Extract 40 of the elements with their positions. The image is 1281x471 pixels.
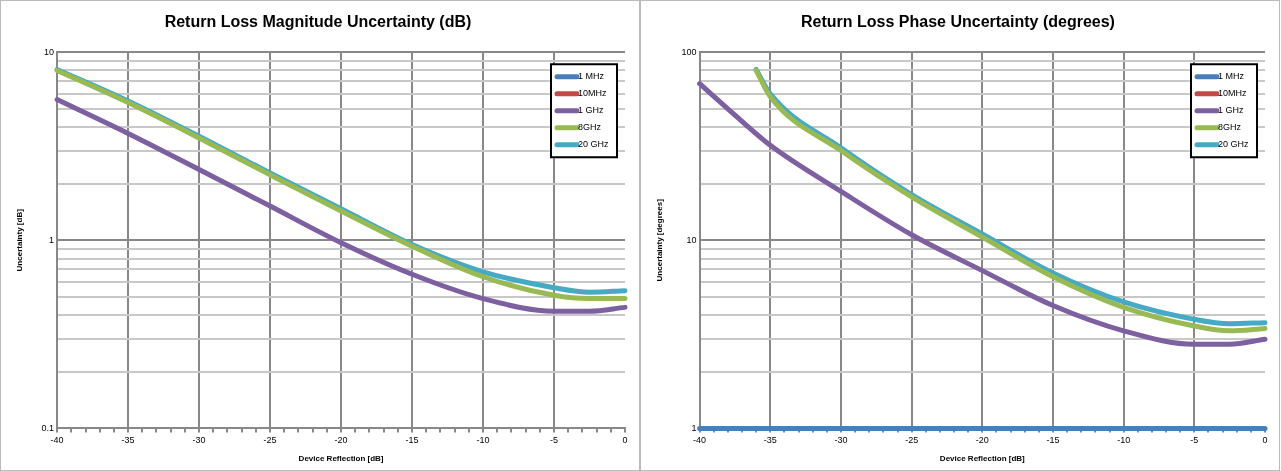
x-axis-title: Device Reflection [dB] bbox=[939, 454, 1026, 464]
legend-label: 1 MHz bbox=[1218, 71, 1245, 82]
y-tick-label: 1 bbox=[49, 234, 55, 245]
legend-label: 1 GHz bbox=[1218, 105, 1245, 116]
legend-label: 20 GHz bbox=[1218, 139, 1250, 150]
x-tick-label: -25 bbox=[263, 435, 277, 446]
x-tick-label: -10 bbox=[1117, 435, 1131, 446]
x-tick-label: -30 bbox=[192, 435, 206, 446]
legend-label: 20 GHz bbox=[578, 139, 610, 150]
x-tick-label: 0 bbox=[622, 435, 628, 446]
chart-title: Return Loss Phase Uncertainty (degrees) bbox=[801, 13, 1115, 31]
legend-label: 8GHz bbox=[578, 122, 602, 133]
x-tick-label: -20 bbox=[975, 435, 989, 446]
legend-label: 10MHz bbox=[1218, 88, 1248, 99]
x-tick-label: -40 bbox=[50, 435, 64, 446]
chart-title: Return Loss Magnitude Uncertainty (dB) bbox=[164, 13, 472, 31]
x-tick-label: -15 bbox=[1046, 435, 1060, 446]
y-tick-label: 100 bbox=[681, 46, 697, 57]
y-tick-label: 0.1 bbox=[41, 422, 55, 433]
x-tick-label: -35 bbox=[121, 435, 135, 446]
x-tick-label: -10 bbox=[476, 435, 490, 446]
y-axis-title: Uncertainty [dB] bbox=[15, 208, 24, 272]
legend-label: 8GHz bbox=[1218, 122, 1242, 133]
x-tick-label: -5 bbox=[1190, 435, 1199, 446]
x-tick-label: -30 bbox=[834, 435, 848, 446]
legend-label: 1 GHz bbox=[578, 105, 605, 116]
x-tick-label: -40 bbox=[693, 435, 707, 446]
x-tick-label: -5 bbox=[550, 435, 559, 446]
y-tick-label: 1 bbox=[691, 422, 697, 433]
y-axis-title: Uncertainty [degrees] bbox=[655, 198, 664, 282]
y-tick-label: 10 bbox=[686, 234, 697, 245]
legend-label: 10MHz bbox=[578, 88, 608, 99]
y-tick-label: 10 bbox=[44, 46, 55, 57]
x-tick-label: -35 bbox=[763, 435, 777, 446]
x-tick-label: -20 bbox=[334, 435, 348, 446]
x-axis-title: Device Reflection [dB] bbox=[298, 454, 384, 464]
x-tick-label: 0 bbox=[1262, 435, 1268, 446]
legend-label: 1 MHz bbox=[578, 71, 605, 82]
x-tick-label: -15 bbox=[405, 435, 419, 446]
x-tick-label: -25 bbox=[905, 435, 919, 446]
